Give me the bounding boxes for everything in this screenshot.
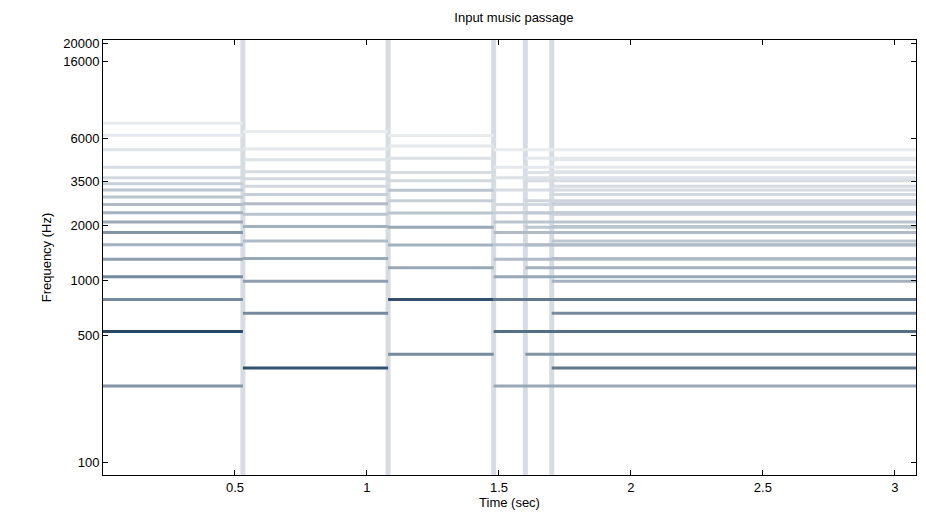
svg-text:Frequency (Hz): Frequency (Hz) bbox=[39, 213, 54, 303]
svg-text:1: 1 bbox=[363, 480, 370, 495]
svg-text:16000: 16000 bbox=[63, 54, 99, 69]
svg-text:100: 100 bbox=[78, 455, 100, 470]
svg-text:Input music passage: Input music passage bbox=[454, 10, 573, 25]
svg-text:500: 500 bbox=[78, 328, 100, 343]
svg-text:1000: 1000 bbox=[70, 273, 99, 288]
svg-text:3500: 3500 bbox=[70, 174, 99, 189]
svg-text:2000: 2000 bbox=[70, 218, 99, 233]
svg-text:2.5: 2.5 bbox=[754, 480, 772, 495]
svg-text:0.5: 0.5 bbox=[226, 480, 244, 495]
svg-text:6000: 6000 bbox=[70, 131, 99, 146]
svg-text:2: 2 bbox=[627, 480, 634, 495]
svg-text:1.5: 1.5 bbox=[490, 480, 508, 495]
svg-text:Time (sec): Time (sec) bbox=[479, 495, 540, 510]
svg-text:3: 3 bbox=[891, 480, 898, 495]
svg-text:20000: 20000 bbox=[63, 36, 99, 51]
